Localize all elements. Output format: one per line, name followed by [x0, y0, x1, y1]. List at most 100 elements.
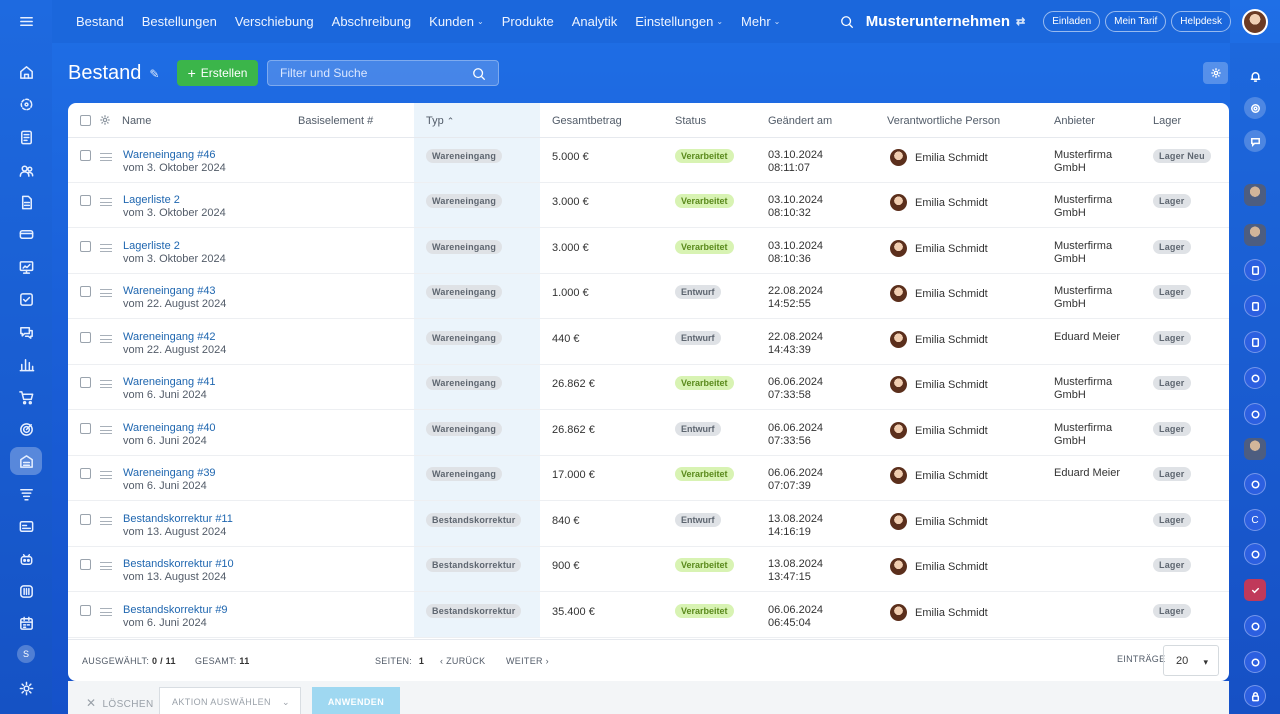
nav-item-produkte[interactable]: Produkte	[501, 14, 554, 29]
pin-icon[interactable]: ✎	[149, 66, 160, 81]
target-icon[interactable]	[10, 415, 42, 443]
openline-icon[interactable]	[1244, 543, 1266, 565]
helpdesk-button[interactable]: Helpdesk	[1171, 11, 1231, 32]
row-name-link[interactable]: Lagerliste 2	[123, 194, 180, 206]
row-name-link[interactable]: Wareneingang #42	[123, 331, 216, 343]
row-menu-icon[interactable]	[100, 244, 112, 252]
responsible-person[interactable]: Emilia Schmidt	[890, 194, 988, 211]
column-header-type[interactable]: Typ ⌃	[426, 115, 455, 127]
filter-funnel-icon[interactable]	[10, 480, 42, 508]
row-name-link[interactable]: Wareneingang #39	[123, 467, 216, 479]
filter-search-field[interactable]	[267, 60, 499, 86]
column-header-status[interactable]: Status	[675, 115, 707, 127]
create-button[interactable]: + Erstellen	[177, 60, 258, 86]
row-checkbox[interactable]	[80, 514, 91, 525]
messages-icon[interactable]	[1244, 130, 1266, 152]
responsible-person[interactable]: Emilia Schmidt	[890, 285, 988, 302]
settings-gear-icon[interactable]	[10, 674, 42, 702]
openline-icon[interactable]	[1244, 403, 1266, 425]
responsible-person[interactable]: Emilia Schmidt	[890, 149, 988, 166]
nav-item-abschreibung[interactable]: Abschreibung	[331, 14, 412, 29]
row-menu-icon[interactable]	[100, 608, 112, 616]
column-header-vendor[interactable]: Anbieter	[1054, 115, 1095, 127]
lock-icon[interactable]	[1244, 685, 1266, 707]
responsible-person[interactable]: Emilia Schmidt	[890, 376, 988, 393]
column-header-base-element[interactable]: Basiselement #	[298, 115, 374, 127]
entries-per-page-select[interactable]: 20 ▾	[1163, 645, 1219, 676]
column-header-name[interactable]: Name	[122, 115, 152, 127]
row-menu-icon[interactable]	[100, 562, 112, 570]
openline-icon[interactable]	[1244, 367, 1266, 389]
chat-item-icon[interactable]	[1244, 259, 1266, 281]
row-name-link[interactable]: Wareneingang #40	[123, 422, 216, 434]
row-checkbox[interactable]	[80, 241, 91, 252]
home-icon[interactable]	[10, 58, 42, 86]
responsible-person[interactable]: Emilia Schmidt	[890, 558, 988, 575]
row-menu-icon[interactable]	[100, 380, 112, 388]
row-name-link[interactable]: Bestandskorrektur #9	[123, 604, 228, 616]
row-menu-icon[interactable]	[100, 471, 112, 479]
task-check-icon[interactable]	[1244, 579, 1266, 601]
copilot-icon[interactable]	[1244, 97, 1266, 119]
calendar-icon[interactable]	[10, 609, 42, 637]
table-row[interactable]: Wareneingang #46 vom 3. Oktober 2024 Waren…	[68, 138, 1229, 183]
contacts-icon[interactable]	[10, 156, 42, 184]
row-checkbox[interactable]	[80, 468, 91, 479]
table-row[interactable]: Lagerliste 2 vom 3. Oktober 2024 Wareneing…	[68, 183, 1229, 228]
table-row[interactable]: Bestandskorrektur #11 vom 13. August 2024…	[68, 502, 1229, 547]
responsible-person[interactable]: Emilia Schmidt	[890, 331, 988, 348]
column-header-changed[interactable]: Geändert am	[768, 115, 833, 127]
column-header-store[interactable]: Lager	[1153, 115, 1182, 127]
action-select[interactable]: AKTION AUSWÄHLEN ⌄	[159, 687, 301, 714]
checklist-icon[interactable]	[10, 285, 42, 313]
column-settings-gear-icon[interactable]	[99, 114, 111, 126]
documents-icon[interactable]	[10, 188, 42, 216]
payments-icon[interactable]	[10, 220, 42, 248]
openline-icon[interactable]	[1244, 651, 1266, 673]
select-all-checkbox[interactable]	[80, 115, 91, 126]
row-menu-icon[interactable]	[100, 335, 112, 343]
nav-item-verschiebung[interactable]: Verschiebung	[234, 14, 314, 29]
row-name-link[interactable]: Bestandskorrektur #11	[123, 513, 233, 525]
column-header-total[interactable]: Gesamtbetrag	[552, 115, 622, 127]
search-icon[interactable]	[472, 67, 486, 81]
row-checkbox[interactable]	[80, 377, 91, 388]
table-row[interactable]: Wareneingang #43 vom 22. August 2024 Waren…	[68, 274, 1229, 319]
row-checkbox[interactable]	[80, 605, 91, 616]
user-badge[interactable]: S	[17, 645, 35, 663]
row-checkbox[interactable]	[80, 195, 91, 206]
row-name-link[interactable]: Wareneingang #43	[123, 285, 216, 297]
apps-icon[interactable]	[10, 577, 42, 605]
analytics-icon[interactable]	[10, 350, 42, 378]
nav-item-einstellungen[interactable]: Einstellungen ⌄	[635, 14, 724, 29]
row-name-link[interactable]: Wareneingang #46	[123, 149, 216, 161]
column-header-person[interactable]: Verantwortliche Person	[887, 115, 1001, 127]
chat-item-icon[interactable]	[1244, 331, 1266, 353]
inventory-icon[interactable]	[10, 447, 42, 475]
robot-icon[interactable]	[10, 545, 42, 573]
user-avatar[interactable]	[1242, 8, 1268, 35]
group-avatar-icon[interactable]	[1244, 224, 1266, 246]
openline-icon[interactable]	[1244, 615, 1266, 637]
search-icon[interactable]	[840, 15, 854, 29]
my-plan-button[interactable]: Mein Tarif	[1105, 11, 1167, 32]
responsible-person[interactable]: Emilia Schmidt	[890, 513, 988, 530]
delete-button[interactable]: ✕ LÖSCHEN	[86, 696, 154, 710]
row-checkbox[interactable]	[80, 332, 91, 343]
tasks-doc-icon[interactable]	[10, 123, 42, 151]
row-name-link[interactable]: Wareneingang #41	[123, 376, 216, 388]
company-name[interactable]: Musterunternehmen ⇄	[865, 13, 1026, 30]
presentation-icon[interactable]	[10, 253, 42, 281]
nav-item-bestand[interactable]: Bestand	[76, 14, 124, 29]
table-row[interactable]: Wareneingang #41 vom 6. Juni 2024 Warenein…	[68, 365, 1229, 410]
openline-icon[interactable]	[1244, 473, 1266, 495]
row-menu-icon[interactable]	[100, 426, 112, 434]
row-checkbox[interactable]	[80, 150, 91, 161]
table-row[interactable]: Bestandskorrektur #9 vom 6. Juni 2024 Best…	[68, 593, 1229, 638]
channel-badge[interactable]: C	[1244, 509, 1266, 531]
menu-icon[interactable]	[10, 7, 42, 35]
row-menu-icon[interactable]	[100, 517, 112, 525]
card-icon[interactable]	[10, 512, 42, 540]
nav-item-analytik[interactable]: Analytik	[571, 14, 618, 29]
invite-button[interactable]: Einladen	[1043, 11, 1101, 32]
